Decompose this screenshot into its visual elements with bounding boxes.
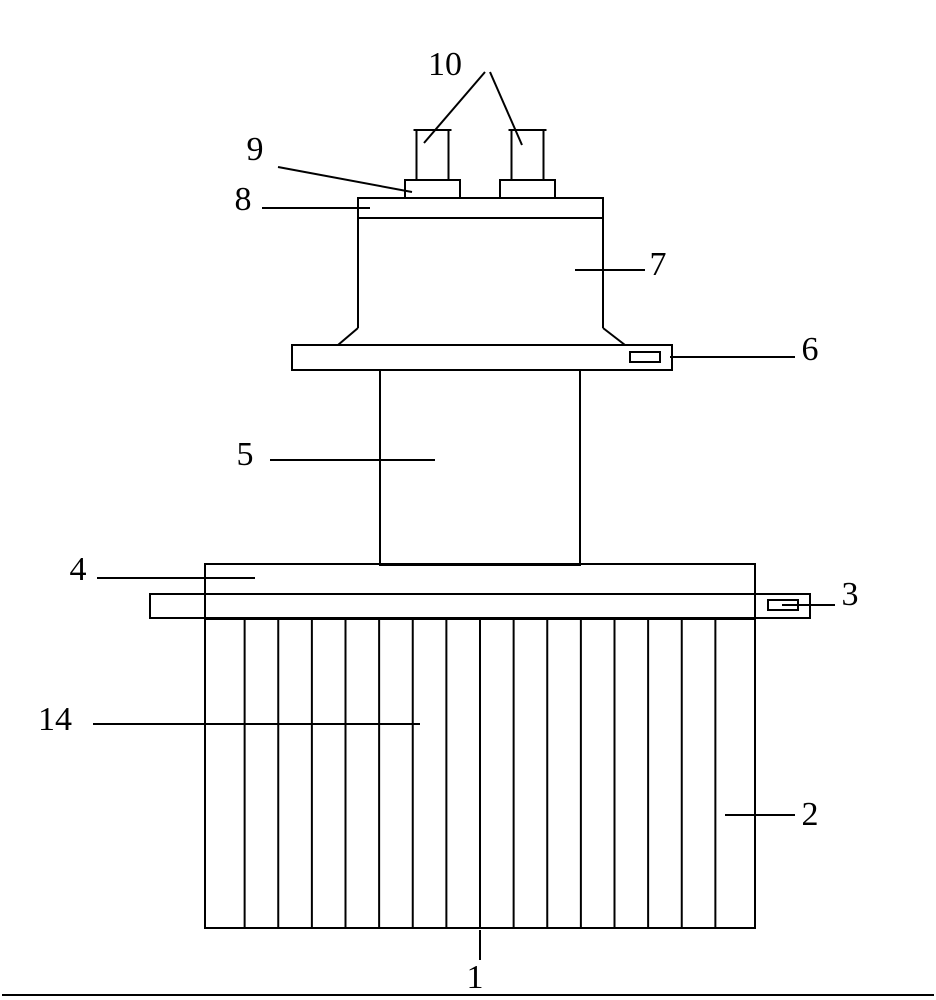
device-structure <box>150 130 810 928</box>
labels: 1 2 3 4 5 6 7 8 9 10 14 <box>38 46 859 996</box>
label-L9: 9 <box>247 131 264 168</box>
diagram-root: 1 2 3 4 5 6 7 8 9 10 14 <box>0 0 936 1000</box>
terminal-stem-right <box>512 130 544 180</box>
label-L8: 8 <box>235 181 252 218</box>
plate-top <box>205 564 755 619</box>
flange-6 <box>292 345 672 370</box>
label-L2: 2 <box>802 796 819 833</box>
terminal-base-right <box>500 180 555 198</box>
label-L14: 14 <box>38 701 72 738</box>
plate-lower <box>150 594 810 618</box>
leader-L10b <box>490 72 522 145</box>
label-L4: 4 <box>70 551 87 588</box>
terminal-stem-left <box>417 130 449 180</box>
part-7 <box>358 218 603 328</box>
part7-taper-right <box>603 328 625 345</box>
plate-8 <box>358 198 603 218</box>
terminal-base-left <box>405 180 460 198</box>
label-L7: 7 <box>650 246 667 283</box>
label-L1: 1 <box>467 959 484 996</box>
label-L10: 10 <box>428 46 462 83</box>
body-bars <box>245 618 716 928</box>
flange-6-slot <box>630 352 660 362</box>
neck <box>380 370 580 565</box>
leader-L9 <box>278 167 412 192</box>
label-L6: 6 <box>802 331 819 368</box>
label-L5: 5 <box>237 436 254 473</box>
part7-taper-left <box>338 328 358 345</box>
label-L3: 3 <box>842 576 859 613</box>
